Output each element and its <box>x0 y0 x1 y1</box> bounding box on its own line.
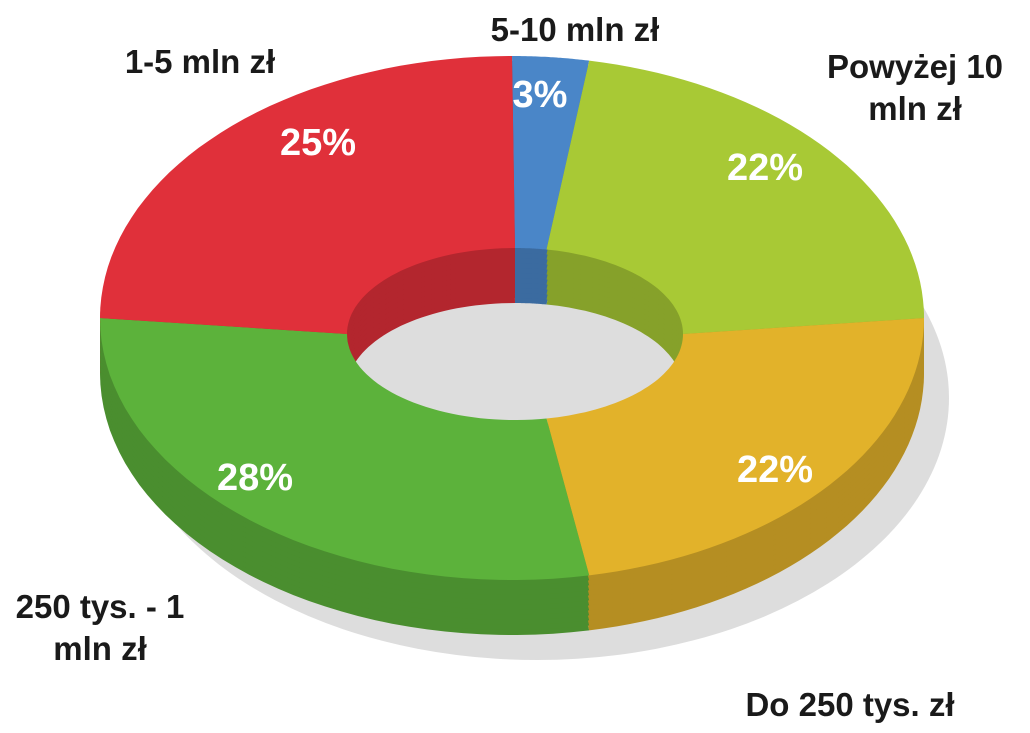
category-label: 250 tys. - 1 mln zł <box>15 588 185 667</box>
segment <box>100 56 515 334</box>
segment <box>546 318 924 576</box>
value-label: 3% <box>513 74 568 116</box>
category-label: Powyżej 10 mln zł <box>826 48 1004 127</box>
category-label: Do 250 tys. zł <box>745 686 955 723</box>
category-label: 1-5 mln zł <box>124 43 276 80</box>
value-label: 28% <box>217 457 293 499</box>
value-label: 25% <box>280 122 356 164</box>
segment <box>546 60 924 334</box>
value-label: 22% <box>727 147 803 189</box>
segment <box>100 318 590 580</box>
category-label: 5-10 mln zł <box>490 11 660 48</box>
value-label: 22% <box>737 449 813 491</box>
segment <box>512 56 590 250</box>
